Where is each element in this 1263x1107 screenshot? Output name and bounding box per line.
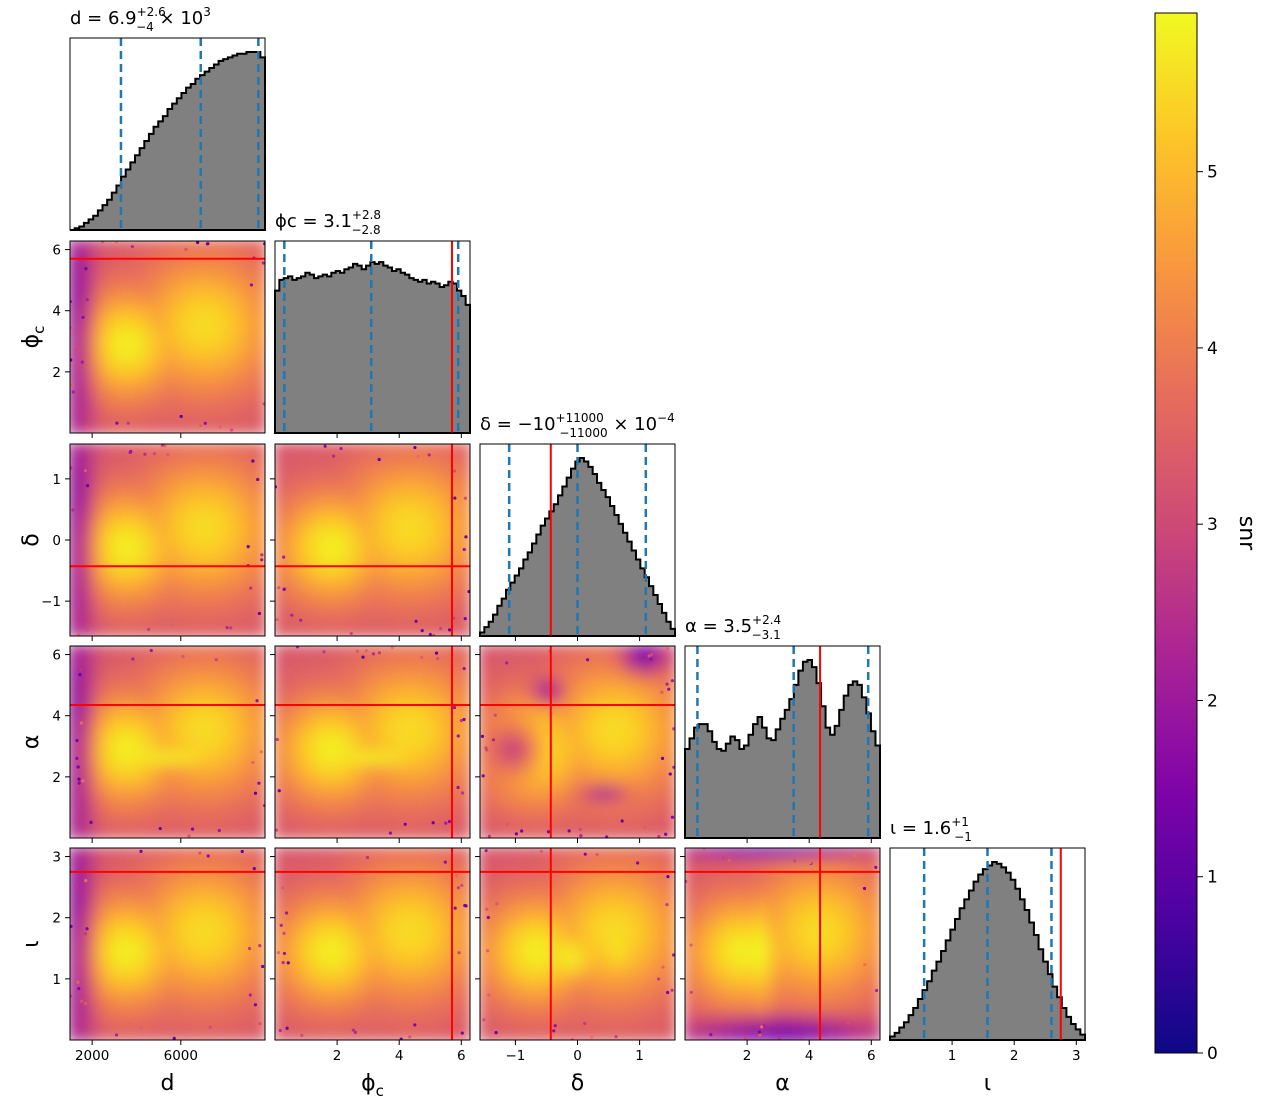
scatter-points: [70, 646, 265, 838]
scatter-panel-phi_c-alpha: [270, 645, 471, 843]
hist-panel-phi_c: ϕc = 3.1+2.8 −2.8: [274, 208, 471, 438]
scatter-panel-delta-iota: −1 0 1: [475, 847, 676, 1064]
x-tick-label: 6: [867, 1048, 876, 1064]
scatter-panel-d-phi_c: 2 4 6: [52, 240, 266, 438]
y-axis-label-alpha: α: [19, 735, 44, 750]
y-tick-label: 0: [52, 533, 61, 549]
colorbar-tick-label: 0: [1207, 1044, 1218, 1064]
colorbar-tick-label: 4: [1207, 339, 1218, 359]
scatter-panel-d-iota: 2000 6000 1 2 3: [52, 847, 266, 1064]
x-axis-label-delta: δ: [571, 1071, 584, 1096]
scatter-panel-d-alpha: 2 4 6: [52, 645, 266, 843]
y-tick-label: −1: [41, 594, 61, 610]
scatter-points: [275, 444, 470, 636]
y-tick-label: 4: [52, 709, 61, 725]
x-tick-label: 4: [395, 1048, 404, 1064]
x-tick-label: 2: [1010, 1048, 1019, 1064]
panel-layer: d = 6.9+2.6 −4 × 103 2 4 6 ϕc = 3.1+2.8 −2.8 −1…: [19, 5, 1086, 1100]
panel-frame: [274, 645, 471, 839]
x-axis-label-phi_c: ϕc: [361, 1071, 384, 1100]
scatter-points: [70, 444, 265, 636]
hist-panel-alpha: α = 3.5+2.4 −3.1: [684, 613, 881, 843]
x-tick-label: 1: [948, 1048, 957, 1064]
x-tick-label: 4: [805, 1048, 814, 1064]
histogram-d: [70, 51, 266, 231]
panel-frame: [684, 847, 881, 1041]
colorbar-tick-label: 3: [1207, 515, 1218, 535]
x-tick-label: 2000: [75, 1048, 109, 1064]
panel-title-d: d = 6.9+2.6 −4 × 103: [70, 5, 211, 34]
panel-title-iota: ι = 1.6+1 −1: [890, 815, 972, 844]
panel-title-alpha: α = 3.5+2.4 −3.1: [685, 613, 781, 642]
y-tick-label: 6: [52, 243, 61, 259]
x-axis-label-iota: ι: [984, 1071, 991, 1096]
scatter-points: [70, 848, 265, 1040]
panel-frame: [69, 240, 266, 434]
x-tick-label: −1: [505, 1048, 525, 1064]
colorbar: 0 1 2 3 4 5 snr: [1154, 12, 1259, 1064]
x-tick-label: 6: [457, 1048, 466, 1064]
scatter-points: [480, 646, 675, 838]
panel-frame: [889, 847, 1086, 1041]
panel-frame: [684, 645, 881, 839]
colorbar-tick-label: 5: [1207, 163, 1218, 183]
scatter-panel-alpha-iota: 2 4 6: [680, 847, 881, 1064]
x-tick-label: 6000: [164, 1048, 198, 1064]
y-axis-label-delta: δ: [19, 533, 44, 546]
hist-panel-iota: ι = 1.6+1 −1 1 2 3: [889, 815, 1086, 1064]
histogram-alpha: [684, 659, 881, 839]
x-tick-label: 3: [1072, 1048, 1081, 1064]
x-axis-label-alpha: α: [775, 1071, 790, 1096]
hist-panel-d: d = 6.9+2.6 −4 × 103: [69, 5, 266, 231]
panel-frame: [274, 240, 471, 434]
scatter-points: [275, 646, 470, 838]
scatter-points: [275, 848, 470, 1040]
scatter-panel-phi_c-delta: [270, 443, 471, 641]
y-tick-label: 2: [52, 365, 61, 381]
y-tick-label: 2: [52, 770, 61, 786]
x-axis-label-d: d: [161, 1071, 175, 1096]
panel-frame: [69, 645, 266, 839]
y-axis-label-phi_c: ϕc: [19, 326, 48, 349]
colorbar-tick-label: 2: [1207, 691, 1218, 711]
x-tick-label: 1: [635, 1048, 644, 1064]
x-tick-label: 2: [333, 1048, 342, 1064]
hist-panel-delta: δ = −10+11000 −11000 × 10−4: [479, 411, 676, 641]
colorbar-label: snr: [1234, 516, 1259, 551]
scatter-points: [480, 848, 675, 1040]
scatter-panel-delta-alpha: [475, 645, 676, 843]
y-axis-label-iota: ι: [19, 940, 44, 947]
y-tick-label: 1: [52, 472, 61, 488]
y-tick-label: 3: [52, 850, 61, 866]
y-tick-label: 1: [52, 972, 61, 988]
y-tick-label: 6: [52, 648, 61, 664]
panel-title-delta: δ = −10+11000 −11000 × 10−4: [480, 411, 675, 440]
colorbar-gradient: [1154, 12, 1198, 1054]
x-tick-label: 2: [743, 1048, 752, 1064]
panel-frame: [274, 847, 471, 1041]
colorbar-tick-label: 1: [1207, 868, 1218, 888]
panel-title-phi_c: ϕc = 3.1+2.8 −2.8: [275, 208, 381, 237]
panel-frame: [69, 847, 266, 1041]
scatter-points: [685, 848, 880, 1040]
panel-frame: [69, 37, 266, 231]
y-tick-label: 4: [52, 304, 61, 320]
scatter-points: [70, 241, 265, 433]
x-tick-label: 0: [573, 1048, 582, 1064]
scatter-panel-d-delta: −1 0 1: [41, 443, 266, 641]
y-tick-label: 2: [52, 911, 61, 927]
scatter-panel-phi_c-iota: 2 4 6: [270, 847, 471, 1064]
